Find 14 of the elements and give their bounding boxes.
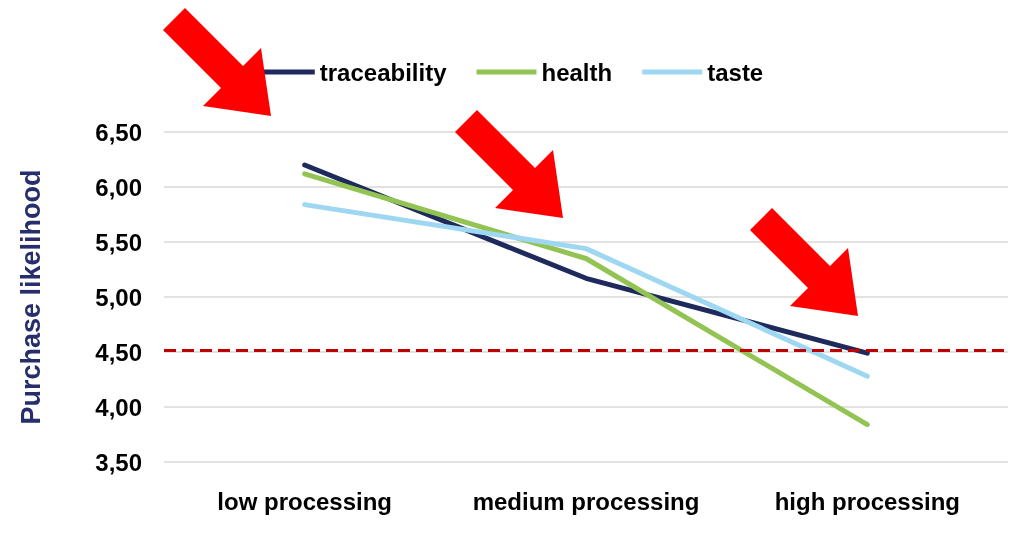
y-tick-label: 5,50 [95,228,142,256]
y-axis-title: Purchase likelihood [15,169,46,425]
x-tick-label: high processing [774,487,961,515]
y-tick-label: 3,50 [95,448,142,476]
legend-label: traceability [319,58,448,86]
legend-label: health [541,58,613,86]
x-tick-label: medium processing [472,487,700,515]
legend-label: taste [707,58,764,86]
y-tick-label: 4,00 [95,393,142,421]
y-tick-label: 6,50 [95,118,142,146]
y-tick-label: 5,00 [95,283,142,311]
x-tick-label: low processing [217,487,393,515]
y-tick-label: 4,50 [95,338,142,366]
y-tick-label: 6,00 [95,173,142,201]
